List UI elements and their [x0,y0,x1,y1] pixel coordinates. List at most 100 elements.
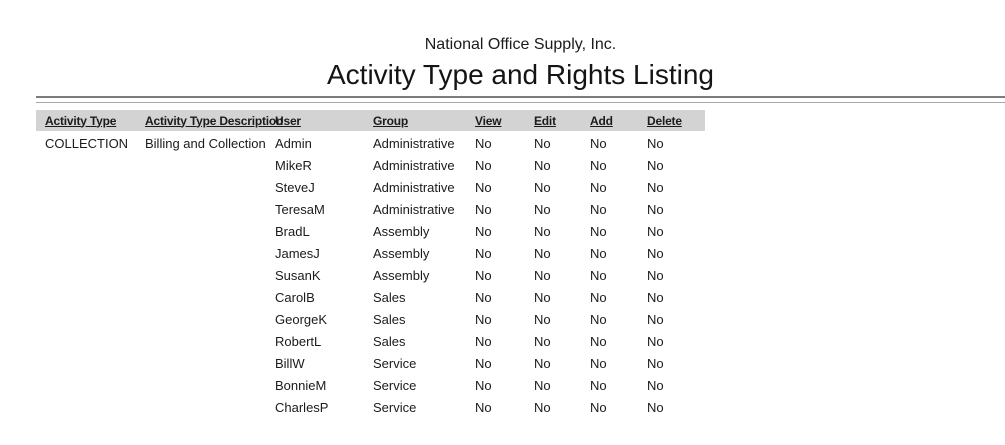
cell-delete: No [647,135,664,151]
table-body: COLLECTION Billing and Collection Admin … [36,132,705,418]
cell-user: SteveJ [275,179,315,195]
table-row: CarolB Sales No No No No [36,286,705,308]
cell-view: No [475,377,492,393]
cell-user: BillW [275,355,305,371]
cell-group: Administrative [373,201,455,217]
cell-user: RobertL [275,333,322,349]
cell-user: BonnieM [275,377,327,393]
cell-add: No [590,333,607,349]
cell-edit: No [534,157,551,173]
cell-group: Assembly [373,223,430,239]
cell-edit: No [534,245,551,261]
cell-view: No [475,311,492,327]
cell-user: CharlesP [275,399,329,415]
cell-add: No [590,201,607,217]
cell-add: No [590,245,607,261]
cell-user: SusanK [275,267,321,283]
cell-group: Assembly [373,267,430,283]
cell-edit: No [534,223,551,239]
column-header-user: User [275,113,301,128]
cell-delete: No [647,399,664,415]
cell-edit: No [534,399,551,415]
table-row: TeresaM Administrative No No No No [36,198,705,220]
cell-group: Sales [373,289,406,305]
table-row: MikeR Administrative No No No No [36,154,705,176]
table-row: BonnieM Service No No No No [36,374,705,396]
column-header-view: View [475,113,502,128]
cell-delete: No [647,267,664,283]
table-row: COLLECTION Billing and Collection Admin … [36,132,705,154]
cell-edit: No [534,355,551,371]
cell-user: GeorgeK [275,311,328,327]
table-row: CharlesP Service No No No No [36,396,705,418]
table-row: SusanK Assembly No No No No [36,264,705,286]
cell-view: No [475,355,492,371]
cell-view: No [475,289,492,305]
table-row: BillW Service No No No No [36,352,705,374]
cell-group: Service [373,399,417,415]
report-page: National Office Supply, Inc. Activity Ty… [36,0,1005,445]
column-header-add: Add [590,113,613,128]
cell-group: Administrative [373,135,455,151]
cell-view: No [475,333,492,349]
cell-delete: No [647,223,664,239]
cell-add: No [590,223,607,239]
column-header-activity-type-description: Activity Type Description [145,113,284,128]
cell-user: MikeR [275,157,312,173]
cell-add: No [590,179,607,195]
cell-view: No [475,179,492,195]
cell-group: Administrative [373,179,455,195]
cell-user: TeresaM [275,201,325,217]
cell-view: No [475,157,492,173]
table-row: JamesJ Assembly No No No No [36,242,705,264]
cell-edit: No [534,179,551,195]
cell-view: No [475,201,492,217]
cell-add: No [590,267,607,283]
cell-delete: No [647,377,664,393]
cell-group: Service [373,355,417,371]
cell-group: Sales [373,333,406,349]
cell-delete: No [647,333,664,349]
column-header-group: Group [373,113,408,128]
cell-delete: No [647,311,664,327]
cell-delete: No [647,245,664,261]
cell-edit: No [534,289,551,305]
cell-edit: No [534,377,551,393]
table-header-row: Activity Type Activity Type Description … [36,110,705,131]
cell-group: Administrative [373,157,455,173]
cell-add: No [590,289,607,305]
table-row: SteveJ Administrative No No No No [36,176,705,198]
cell-edit: No [534,267,551,283]
cell-edit: No [534,201,551,217]
cell-view: No [475,267,492,283]
table-row: GeorgeK Sales No No No No [36,308,705,330]
report-title: Activity Type and Rights Listing [326,59,714,90]
cell-edit: No [534,135,551,151]
cell-view: No [475,223,492,239]
cell-add: No [590,311,607,327]
cell-add: No [590,377,607,393]
cell-user: CarolB [275,289,315,305]
cell-activity-type: COLLECTION [45,135,129,151]
cell-view: No [475,245,492,261]
cell-delete: No [647,355,664,371]
cell-view: No [475,399,492,415]
cell-edit: No [534,333,551,349]
cell-delete: No [647,289,664,305]
cell-add: No [590,355,607,371]
cell-add: No [590,157,607,173]
column-header-activity-type: Activity Type [45,113,117,128]
column-header-delete: Delete [647,113,682,128]
table-row: RobertL Sales No No No No [36,330,705,352]
cell-group: Assembly [373,245,430,261]
title-divider [36,96,1005,103]
cell-user: JamesJ [275,245,320,261]
cell-delete: No [647,157,664,173]
cell-delete: No [647,179,664,195]
column-header-edit: Edit [534,113,556,128]
company-name: National Office Supply, Inc. [424,36,617,53]
cell-user: Admin [275,135,312,151]
cell-user: BradL [275,223,310,239]
cell-group: Sales [373,311,406,327]
cell-add: No [590,399,607,415]
